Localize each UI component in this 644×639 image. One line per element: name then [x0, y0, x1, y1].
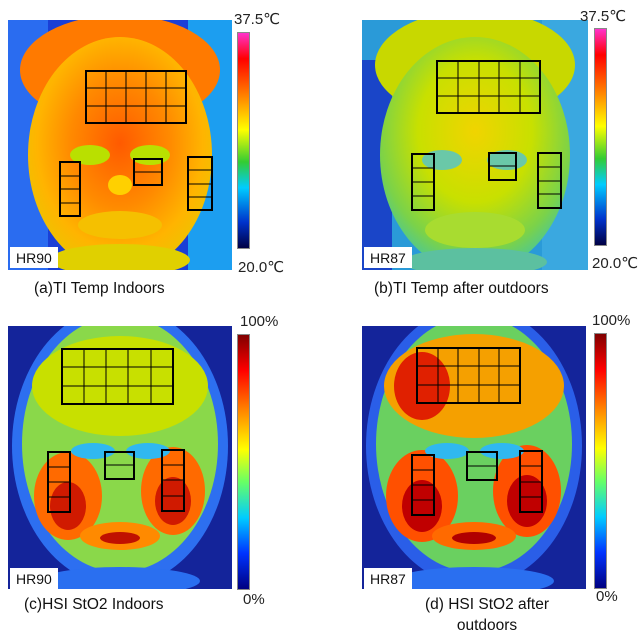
hr-badge: HR87 [364, 247, 412, 268]
scale-max-label: 100% [592, 312, 631, 329]
scale-min-label: 0% [243, 591, 265, 608]
hr-badge: HR87 [364, 568, 412, 589]
scale-max-label: 37.5℃ [234, 11, 281, 28]
caption: (c)HSI StO2 Indoors [24, 596, 164, 613]
temperature-colorbar [237, 32, 250, 249]
caption-line-1: (d) HSI StO2 after [424, 596, 550, 613]
sto2-colorbar [237, 334, 250, 590]
hr-badge: HR90 [10, 568, 58, 589]
thermal-image-indoors [8, 20, 232, 270]
caption-line-2: outdoors [456, 617, 518, 634]
scale-max-label: 37.5℃ [580, 8, 627, 25]
scale-min-label: 20.0℃ [592, 255, 639, 272]
scale-max-label: 100% [240, 313, 279, 330]
hsi-image-after-outdoors [362, 326, 586, 589]
scale-min-label: 20.0℃ [238, 259, 285, 276]
caption: (b)TI Temp after outdoors [374, 280, 549, 297]
hr-badge: HR90 [10, 247, 58, 268]
sto2-colorbar [594, 333, 607, 589]
caption: (a)TI Temp Indoors [34, 280, 165, 297]
caption: (d) HSI StO2 after outdoors [392, 594, 582, 636]
thermal-image-after-outdoors [362, 20, 588, 270]
scale-min-label: 0% [596, 588, 618, 605]
hsi-image-indoors [8, 326, 232, 589]
temperature-colorbar [594, 28, 607, 246]
